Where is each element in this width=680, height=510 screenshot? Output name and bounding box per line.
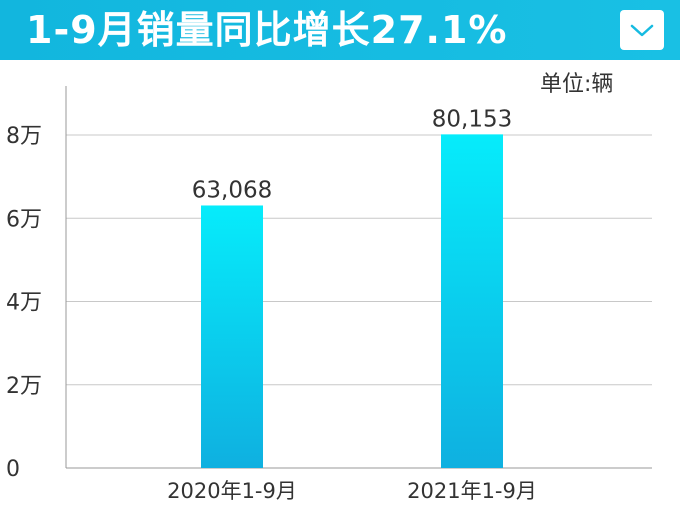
chart-title: 1-9月销量同比增长27.1% [26, 8, 508, 52]
y-tick-label: 2万 [6, 374, 42, 399]
data-label: 63,068 [192, 177, 272, 203]
unit-label: 单位:辆 [540, 72, 614, 97]
y-tick-label: 8万 [6, 124, 42, 149]
bar [201, 205, 263, 469]
dropdown-button[interactable] [620, 10, 664, 50]
title-banner: 1-9月销量同比增长27.1% [0, 0, 680, 60]
y-tick-label: 4万 [6, 291, 42, 316]
x-tick-label: 2020年1-9月 [167, 479, 297, 503]
x-tick-label: 2021年1-9月 [407, 479, 537, 503]
bar [441, 134, 503, 468]
data-label: 80,153 [432, 106, 512, 132]
y-tick-label: 6万 [6, 207, 42, 232]
chevron-down-icon [630, 24, 654, 37]
y-tick-label: 0 [6, 457, 20, 482]
